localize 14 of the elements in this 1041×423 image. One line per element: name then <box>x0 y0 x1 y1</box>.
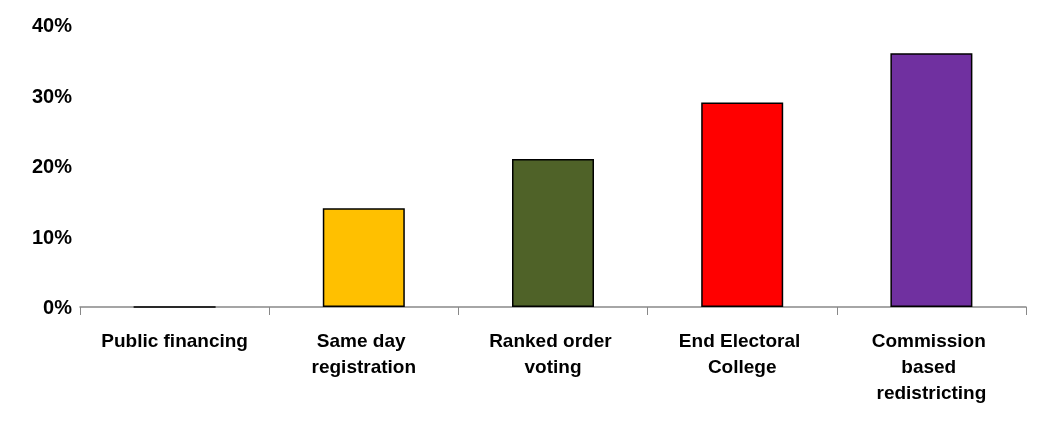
x-tick-label: Ranked order voting <box>489 329 617 377</box>
x-tick-label: End Electoral College <box>678 329 806 377</box>
x-tick-label: Public financing <box>101 329 248 351</box>
bar <box>322 208 405 307</box>
y-tick-label: 0% <box>43 296 73 318</box>
x-tick-label: Same day registration <box>311 329 417 377</box>
bar <box>512 158 594 307</box>
x-tick-label: Commission based redistricting <box>871 329 992 403</box>
y-tick-label: 30% <box>31 84 73 107</box>
y-tick-label: 10% <box>31 225 73 248</box>
bar <box>701 102 784 307</box>
y-tick-label: 20% <box>31 155 73 177</box>
bar <box>890 53 973 307</box>
y-tick-label: 40% <box>31 14 73 36</box>
